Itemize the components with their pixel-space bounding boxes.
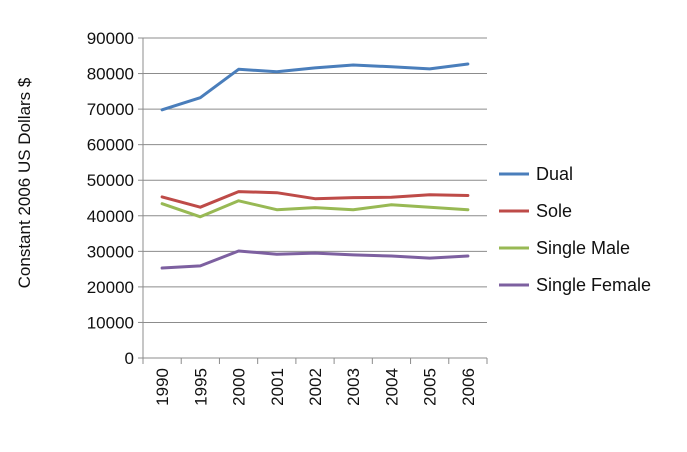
x-tick-label: 2004 [382,368,401,406]
axes [138,37,488,364]
y-tick-label: 50000 [87,171,134,190]
x-tick-label: 1990 [153,368,172,406]
series-line-dual [160,62,470,112]
x-tick-label: 2002 [306,368,325,406]
x-tick-label: 2006 [459,368,478,406]
legend-label: Dual [536,164,573,184]
x-tick-label: 2005 [421,368,440,406]
y-tick-label: 20000 [87,278,134,297]
y-tick-label: 40000 [87,207,134,226]
legend-label: Single Male [536,238,630,258]
y-axis-title: Constant 2006 US Dollars $ [15,77,34,288]
gridlines [143,37,487,323]
series-line-single-male [160,199,470,219]
y-axis-tick-labels: 0 10000 20000 30000 40000 50000 60000 70000 8000… [87,29,134,368]
x-tick-label: 2001 [268,368,287,406]
y-tick-label: 80000 [87,65,134,84]
legend-label: Sole [536,201,572,221]
x-tick-label: 2003 [344,368,363,406]
y-tick-label: 70000 [87,100,134,119]
y-tick-label: 30000 [87,242,134,261]
series-line-single-female [160,249,470,270]
y-tick-label: 90000 [87,29,134,48]
series-lines [160,62,470,270]
x-tick-label: 2000 [230,368,249,406]
y-tick-label: 0 [125,349,134,368]
x-tick-label: 1995 [191,368,210,406]
y-tick-label: 60000 [87,136,134,155]
x-axis-tick-labels: 1990 1995 2000 2001 2002 2003 2004 2005 2006 [153,368,478,406]
series-line-sole [160,190,470,209]
legend: Dual Sole Single Male Single Female [499,164,651,295]
y-tick-label: 10000 [87,313,134,332]
legend-label: Single Female [536,275,651,295]
